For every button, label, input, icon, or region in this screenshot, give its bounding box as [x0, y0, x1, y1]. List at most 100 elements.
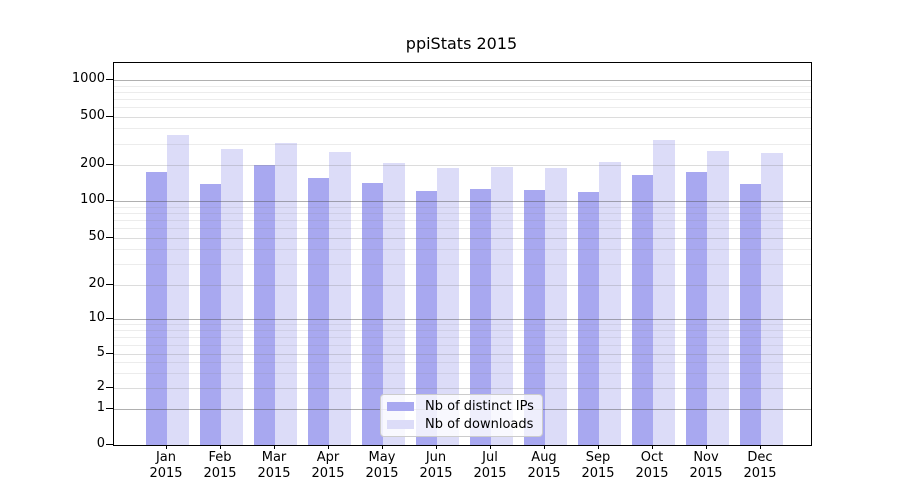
bar-downloads — [491, 166, 513, 445]
y-tick-label: 1 — [96, 400, 105, 415]
bar-downloads — [275, 142, 297, 445]
x-tick-mark — [436, 444, 437, 449]
y-tick-label: 200 — [80, 156, 105, 171]
x-tick-mark — [490, 444, 491, 449]
y-tick-mark — [106, 164, 113, 165]
legend-label-downloads: Nb of downloads — [425, 417, 534, 432]
legend-swatch-distinct-ips — [387, 402, 414, 411]
bar-distinct-ips — [199, 183, 221, 445]
x-tick-mark — [544, 444, 545, 449]
legend-label-distinct-ips: Nb of distinct IPs — [425, 399, 534, 414]
x-tick-label: Nov 2015 — [679, 450, 733, 482]
x-tick-label-month: Dec — [747, 450, 773, 465]
x-tick-label-year: 2015 — [419, 466, 453, 481]
bar-distinct-ips — [523, 189, 545, 445]
x-tick-label-month: Feb — [208, 450, 232, 465]
bar-distinct-ips — [415, 190, 437, 445]
x-tick-mark — [166, 444, 167, 449]
x-tick-label-year: 2015 — [689, 466, 723, 481]
bar-distinct-ips — [307, 178, 329, 445]
x-tick-label-month: Oct — [640, 450, 664, 465]
bar-downloads — [707, 151, 729, 445]
x-tick-label-year: 2015 — [311, 466, 345, 481]
x-tick-label-month: May — [368, 450, 396, 465]
x-tick-label-month: Aug — [531, 450, 557, 465]
x-tick-label-year: 2015 — [203, 466, 237, 481]
x-tick-label-month: Jan — [155, 450, 177, 465]
x-tick-mark — [598, 444, 599, 449]
bar-downloads — [221, 149, 243, 445]
x-tick-label-year: 2015 — [257, 466, 291, 481]
x-tick-label-year: 2015 — [365, 466, 399, 481]
y-tick-mark — [106, 408, 113, 409]
x-tick-label: Apr 2015 — [301, 450, 355, 482]
bar-distinct-ips — [253, 165, 275, 445]
bar-downloads — [437, 167, 459, 445]
legend-entry-downloads: Nb of downloads — [387, 417, 536, 432]
x-tick-label: Feb 2015 — [193, 450, 247, 482]
x-tick-label: Sep 2015 — [571, 450, 625, 482]
x-tick-label: Jul 2015 — [463, 450, 517, 482]
bar-downloads — [545, 167, 567, 445]
bar-distinct-ips — [469, 188, 491, 445]
y-tick-label: 50 — [88, 229, 105, 244]
bar-distinct-ips — [361, 183, 383, 445]
x-tick-label-year: 2015 — [635, 466, 669, 481]
x-tick-label: May 2015 — [355, 450, 409, 482]
x-tick-mark — [328, 444, 329, 449]
x-tick-label: Aug 2015 — [517, 450, 571, 482]
x-tick-label: Jun 2015 — [409, 450, 463, 482]
x-tick-label: Jan 2015 — [139, 450, 193, 482]
x-tick-mark — [220, 444, 221, 449]
y-tick-mark — [106, 79, 113, 80]
x-tick-mark — [274, 444, 275, 449]
x-tick-label: Oct 2015 — [625, 450, 679, 482]
bar-distinct-ips — [577, 191, 599, 445]
y-tick-mark — [106, 353, 113, 354]
x-tick-label-year: 2015 — [149, 466, 183, 481]
bar-downloads — [761, 152, 783, 445]
y-tick-mark — [106, 387, 113, 388]
bar-distinct-ips — [145, 171, 167, 445]
plot-area: Nb of distinct IPs Nb of downloads — [113, 62, 812, 446]
x-tick-label-month: Mar — [261, 450, 287, 465]
y-tick-mark — [106, 200, 113, 201]
x-tick-mark — [652, 444, 653, 449]
bar-downloads — [599, 161, 621, 445]
x-tick-label-month: Nov — [693, 450, 719, 465]
legend: Nb of distinct IPs Nb of downloads — [380, 394, 543, 437]
x-tick-mark — [382, 444, 383, 449]
bar-distinct-ips — [739, 184, 761, 445]
bar-distinct-ips — [631, 174, 653, 445]
y-tick-mark — [106, 237, 113, 238]
y-tick-mark — [106, 444, 113, 445]
y-tick-mark — [106, 318, 113, 319]
y-tick-label: 1000 — [71, 71, 105, 86]
y-tick-label: 100 — [80, 192, 105, 207]
y-tick-mark — [106, 115, 113, 117]
x-tick-label: Mar 2015 — [247, 450, 301, 482]
x-tick-mark — [760, 444, 761, 449]
y-tick-label: 5 — [96, 345, 105, 360]
bar-distinct-ips — [685, 171, 707, 445]
chart-title: ppiStats 2015 — [405, 34, 518, 53]
x-tick-label-month: Apr — [316, 450, 340, 465]
x-tick-label-month: Jun — [425, 450, 447, 465]
x-tick-mark — [706, 444, 707, 449]
x-tick-label-month: Jul — [482, 450, 498, 465]
y-tick-label: 2 — [96, 379, 105, 394]
x-tick-label: Dec 2015 — [733, 450, 787, 482]
x-tick-label-year: 2015 — [581, 466, 615, 481]
y-tick-label: 10 — [88, 310, 105, 325]
x-tick-label-month: Sep — [585, 450, 611, 465]
bar-downloads — [383, 163, 405, 445]
y-tick-label: 0 — [96, 436, 105, 451]
y-tick-label: 500 — [80, 107, 105, 123]
bar-downloads — [329, 152, 351, 445]
bar-downloads — [167, 135, 189, 445]
x-tick-label-year: 2015 — [527, 466, 561, 481]
y-tick-mark — [106, 284, 113, 285]
bar-downloads — [653, 140, 675, 445]
y-tick-label: 20 — [88, 276, 105, 291]
